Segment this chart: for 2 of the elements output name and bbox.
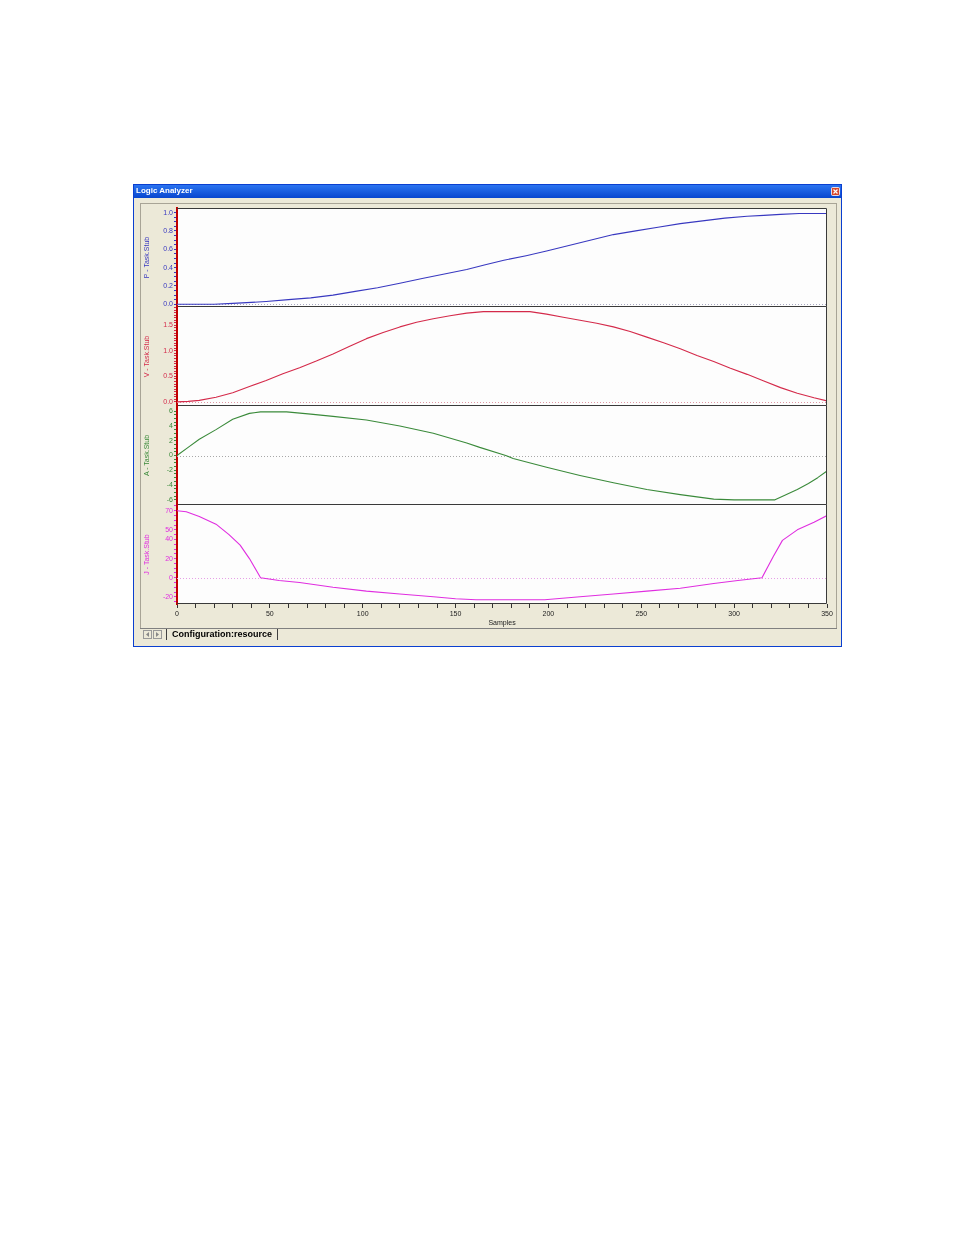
chart-title: Logic Analyzer [136,186,193,196]
text: Configuration:resource [172,629,273,640]
